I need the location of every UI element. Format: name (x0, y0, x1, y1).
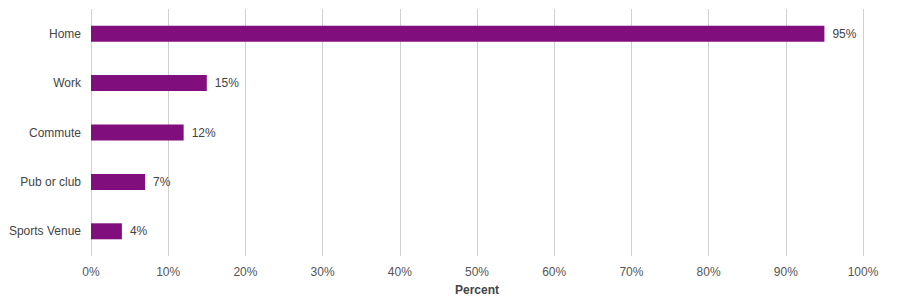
svg-text:Home: Home (49, 27, 81, 41)
svg-text:0%: 0% (82, 265, 100, 279)
svg-text:Pub or club: Pub or club (20, 175, 81, 189)
svg-text:80%: 80% (697, 265, 721, 279)
svg-text:50%: 50% (465, 265, 489, 279)
svg-text:12%: 12% (192, 126, 216, 140)
svg-text:70%: 70% (619, 265, 643, 279)
svg-text:90%: 90% (774, 265, 798, 279)
svg-text:10%: 10% (156, 265, 180, 279)
svg-text:60%: 60% (542, 265, 566, 279)
svg-text:7%: 7% (153, 175, 171, 189)
svg-text:4%: 4% (130, 224, 148, 238)
svg-text:Work: Work (53, 76, 82, 90)
svg-text:Percent: Percent (455, 283, 499, 297)
svg-text:Commute: Commute (29, 126, 81, 140)
svg-text:20%: 20% (233, 265, 257, 279)
svg-text:30%: 30% (311, 265, 335, 279)
svg-text:Sports Venue: Sports Venue (9, 224, 81, 238)
svg-text:15%: 15% (215, 76, 239, 90)
svg-text:95%: 95% (832, 27, 856, 41)
svg-text:40%: 40% (388, 265, 412, 279)
svg-text:100%: 100% (848, 265, 879, 279)
